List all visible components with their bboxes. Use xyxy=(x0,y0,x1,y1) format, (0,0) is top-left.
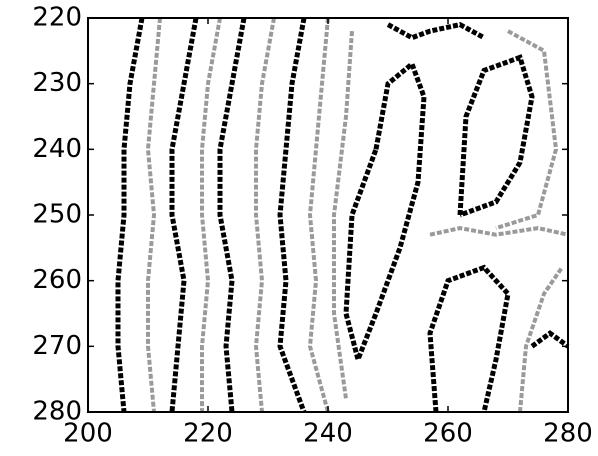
contour-line xyxy=(386,21,486,41)
x-tick-label: 220 xyxy=(183,419,233,449)
contour-line xyxy=(200,17,222,412)
contour-line xyxy=(253,17,276,413)
contour-line xyxy=(530,330,570,349)
y-tick-label: 240 xyxy=(32,134,82,164)
contour-line xyxy=(427,264,511,413)
contour-line xyxy=(277,17,307,413)
x-tick-label: 280 xyxy=(543,419,593,449)
x-tick-label: 260 xyxy=(423,419,473,449)
contour-line xyxy=(169,17,199,413)
contour-line xyxy=(429,226,569,237)
contour-line xyxy=(217,17,247,413)
contour-line xyxy=(343,59,427,368)
y-tick-label: 270 xyxy=(32,331,82,361)
x-tick-label: 240 xyxy=(303,419,353,449)
y-tick-label: 260 xyxy=(32,265,82,295)
contour-line xyxy=(145,17,162,413)
contour-line xyxy=(115,17,145,413)
contour-line xyxy=(332,30,354,400)
contour-line xyxy=(307,17,330,413)
y-tick-label: 220 xyxy=(32,3,82,33)
y-tick-label: 280 xyxy=(32,397,82,427)
y-tick-label: 250 xyxy=(32,200,82,230)
contour-line xyxy=(495,29,559,231)
y-tick-label: 230 xyxy=(32,68,82,98)
contour-line xyxy=(457,54,535,218)
x-tick-label: 200 xyxy=(63,419,113,449)
contour-line xyxy=(518,266,564,413)
